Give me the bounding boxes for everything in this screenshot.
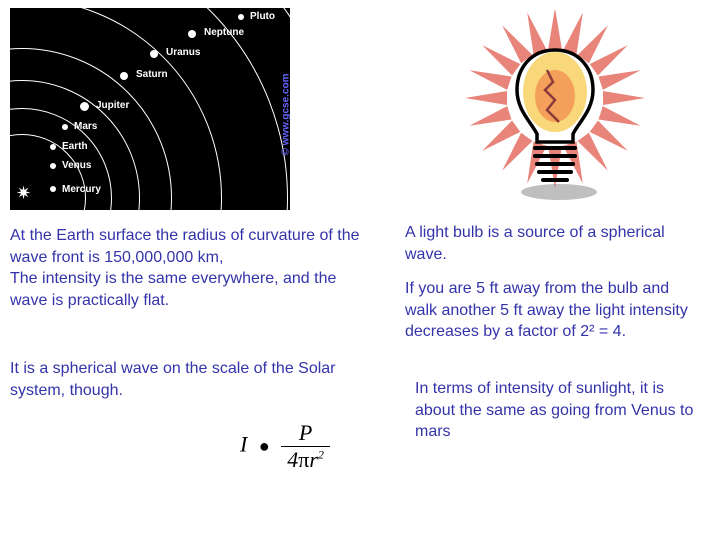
solar-system-diagram: Mercury Venus Earth Mars Jupiter Saturn Uranus… (10, 8, 290, 210)
planet-dot-saturn (120, 72, 128, 80)
planet-dot-venus (50, 163, 56, 169)
bulb-glow-inner (535, 70, 575, 122)
bulb-ray (548, 10, 562, 50)
planet-label-jupiter: Jupiter (96, 100, 129, 111)
planet-label-mars: Mars (74, 121, 97, 132)
formula-fraction: P 4πr2 (281, 420, 330, 473)
planet-label-saturn: Saturn (136, 69, 168, 80)
image-credit: © www.gcse.com (281, 73, 291, 155)
sun-icon: ✷ (16, 183, 31, 204)
planet-dot-neptune (188, 30, 196, 38)
lightbulb-illustration (455, 10, 655, 210)
planet-dot-mars (62, 124, 68, 130)
bulb-shadow (521, 184, 597, 200)
orbit (10, 8, 290, 210)
formula-numerator: P (281, 420, 330, 447)
planet-dot-mercury (50, 186, 56, 192)
planet-label-mercury: Mercury (62, 184, 101, 195)
formula-lhs: I (240, 432, 247, 457)
planet-dot-jupiter (80, 102, 89, 111)
planet-label-earth: Earth (62, 141, 88, 152)
bulb-text-3: In terms of intensity of sunlight, it is… (415, 378, 705, 443)
planet-label-uranus: Uranus (166, 47, 200, 58)
bulb-text-1: A light bulb is a source of a spherical … (405, 222, 695, 265)
planet-dot-uranus (150, 50, 158, 58)
bulb-text-2: If you are 5 ft away from the bulb and w… (405, 278, 701, 343)
earth-wave-text-1: At the Earth surface the radius of curva… (10, 225, 370, 311)
bulb-ray (465, 91, 507, 105)
bulb-ray (603, 91, 645, 105)
earth-wave-text-2: It is a spherical wave on the scale of t… (10, 358, 370, 401)
formula-equals: ● (253, 436, 276, 456)
planet-label-pluto: Pluto (250, 11, 275, 22)
planet-dot-pluto (238, 14, 244, 20)
planet-label-neptune: Neptune (204, 27, 244, 38)
formula-denominator: 4πr2 (281, 447, 330, 473)
intensity-formula: I ● P 4πr2 (240, 420, 330, 473)
planet-dot-earth (50, 144, 56, 150)
planet-label-venus: Venus (62, 160, 91, 171)
